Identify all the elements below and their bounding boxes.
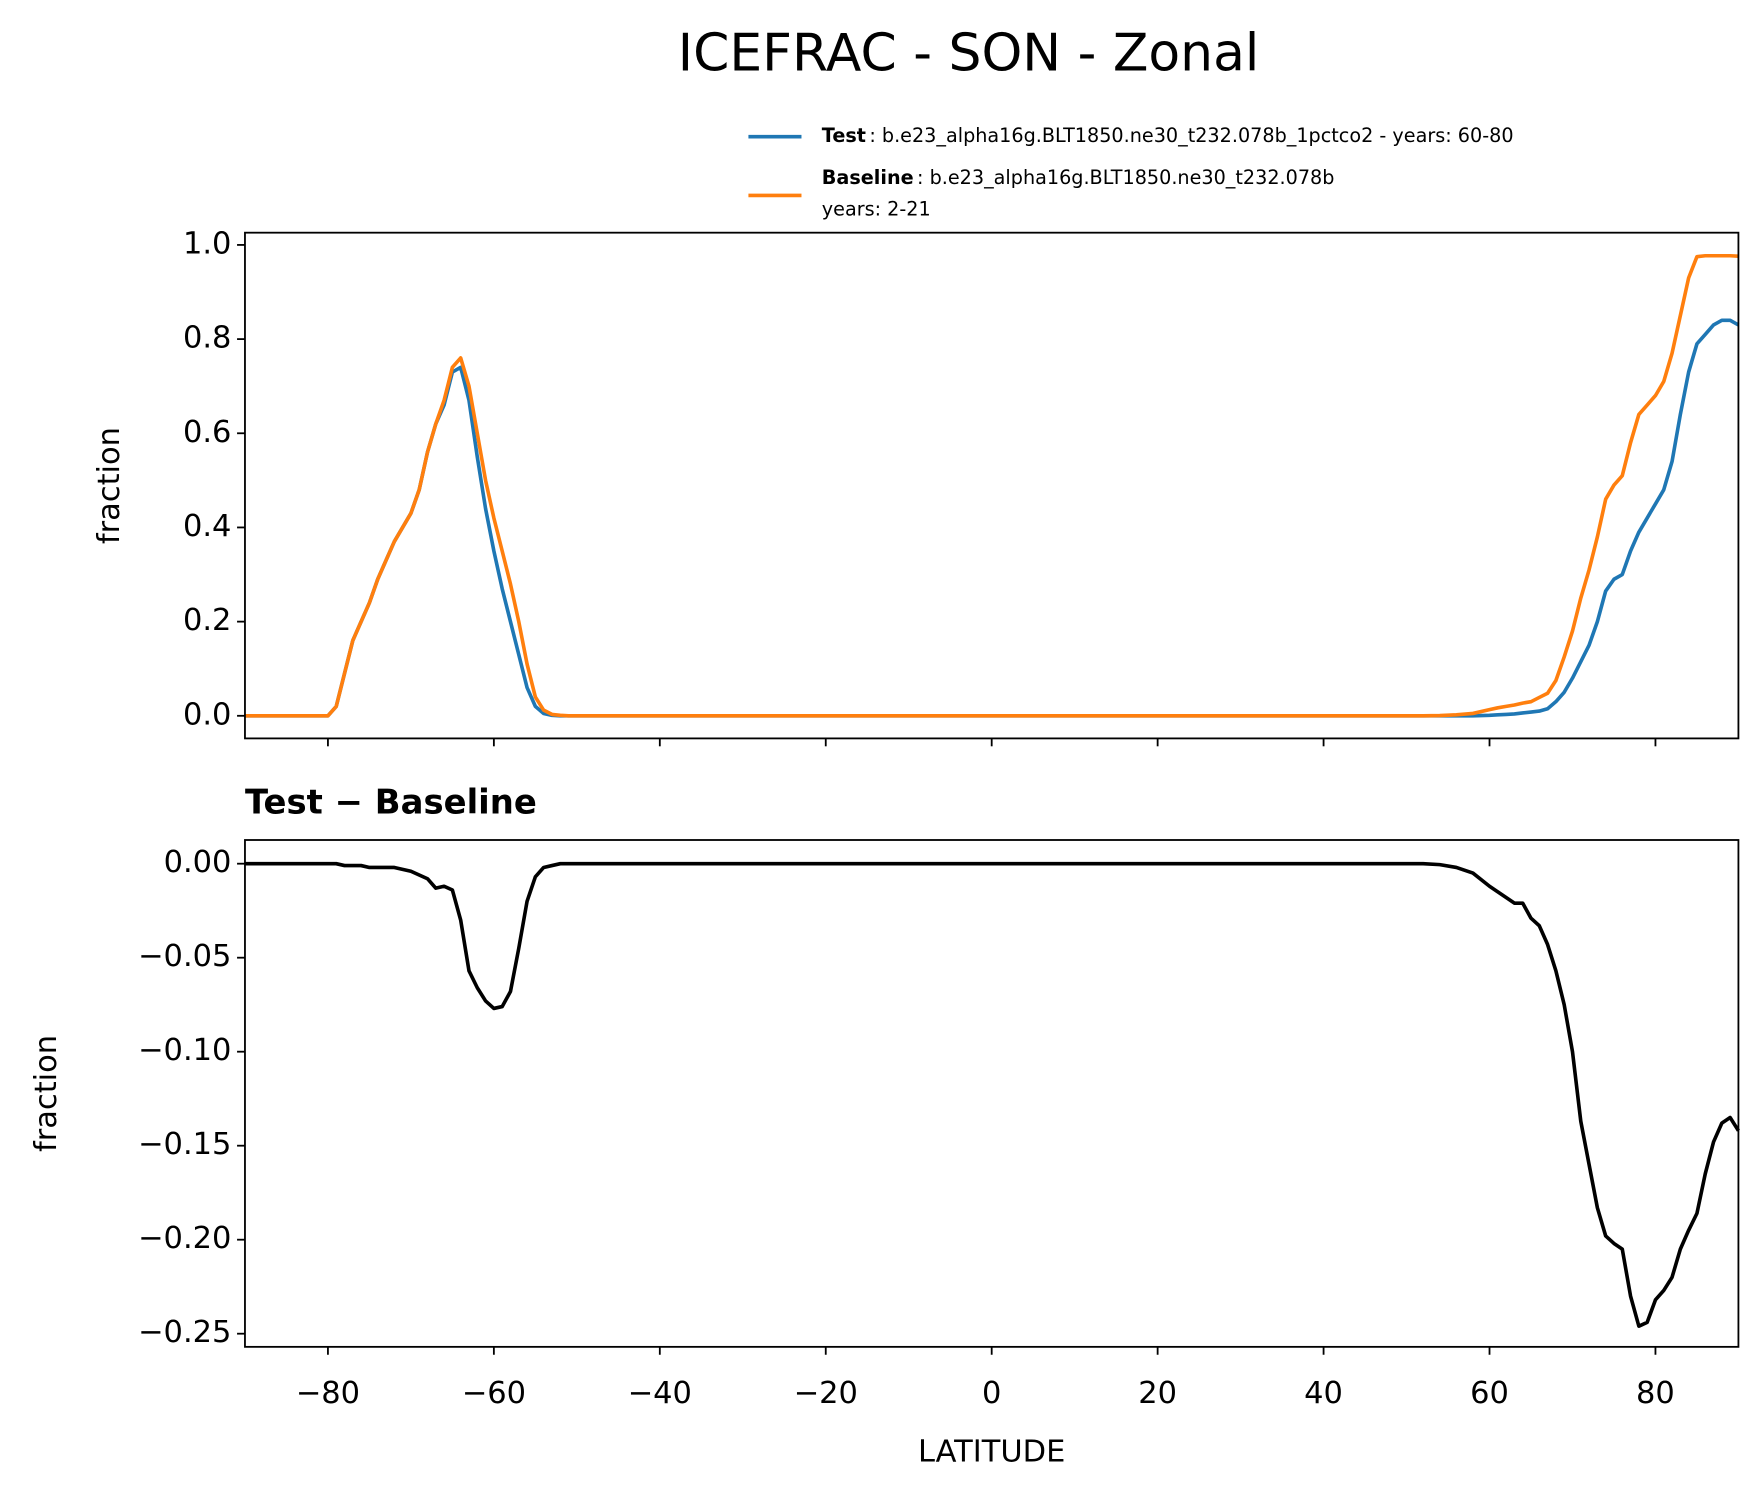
subplot-title: Test − Baseline xyxy=(245,782,537,821)
x-tick-label: −20 xyxy=(794,1376,858,1411)
x-tick-label: 80 xyxy=(1636,1376,1675,1411)
x-tick-label: −60 xyxy=(462,1376,526,1411)
legend-name: Test xyxy=(822,124,866,147)
plot-frame xyxy=(244,231,1740,740)
y-tick-label: 0.6 xyxy=(183,415,231,450)
y-tick-label: 0.00 xyxy=(164,845,232,880)
x-tick-label: −80 xyxy=(296,1376,360,1411)
y-tick-label: −0.20 xyxy=(138,1221,231,1256)
legend-label: : b.e23_alpha16g.BLT1850.ne30_t232.078b_… xyxy=(869,124,1513,147)
y-tick-label: 0.2 xyxy=(183,603,231,638)
y-axis-label: fraction xyxy=(92,427,127,544)
series-line xyxy=(244,861,1740,1328)
x-tick-label: 40 xyxy=(1304,1376,1343,1411)
series-line xyxy=(244,253,1739,718)
y-tick-label: −0.10 xyxy=(138,1033,231,1068)
y-tick-label: 0.0 xyxy=(183,697,231,732)
x-tick-label: −40 xyxy=(628,1376,692,1411)
y-tick-label: 1.0 xyxy=(183,226,231,261)
x-tick-label: 20 xyxy=(1138,1376,1177,1411)
x-tick-label: 0 xyxy=(982,1376,1001,1411)
y-tick-label: −0.15 xyxy=(138,1127,231,1162)
y-axis-label: fraction xyxy=(29,1035,64,1152)
x-tick-label: 60 xyxy=(1470,1376,1509,1411)
y-tick-label: 0.8 xyxy=(183,321,231,356)
y-tick-label: −0.05 xyxy=(138,939,231,974)
legend-label: : b.e23_alpha16g.BLT1850.ne30_t232.078b xyxy=(917,166,1334,189)
figure-title: ICEFRAC - SON - Zonal xyxy=(678,24,1260,84)
legend-name: Baseline xyxy=(822,166,914,189)
y-tick-label: 0.4 xyxy=(183,509,231,544)
y-tick-label: −0.25 xyxy=(138,1315,231,1350)
plot-frame xyxy=(244,839,1740,1348)
x-axis-label: LATITUDE xyxy=(918,1434,1065,1469)
legend-label: years: 2-21 xyxy=(822,198,931,221)
